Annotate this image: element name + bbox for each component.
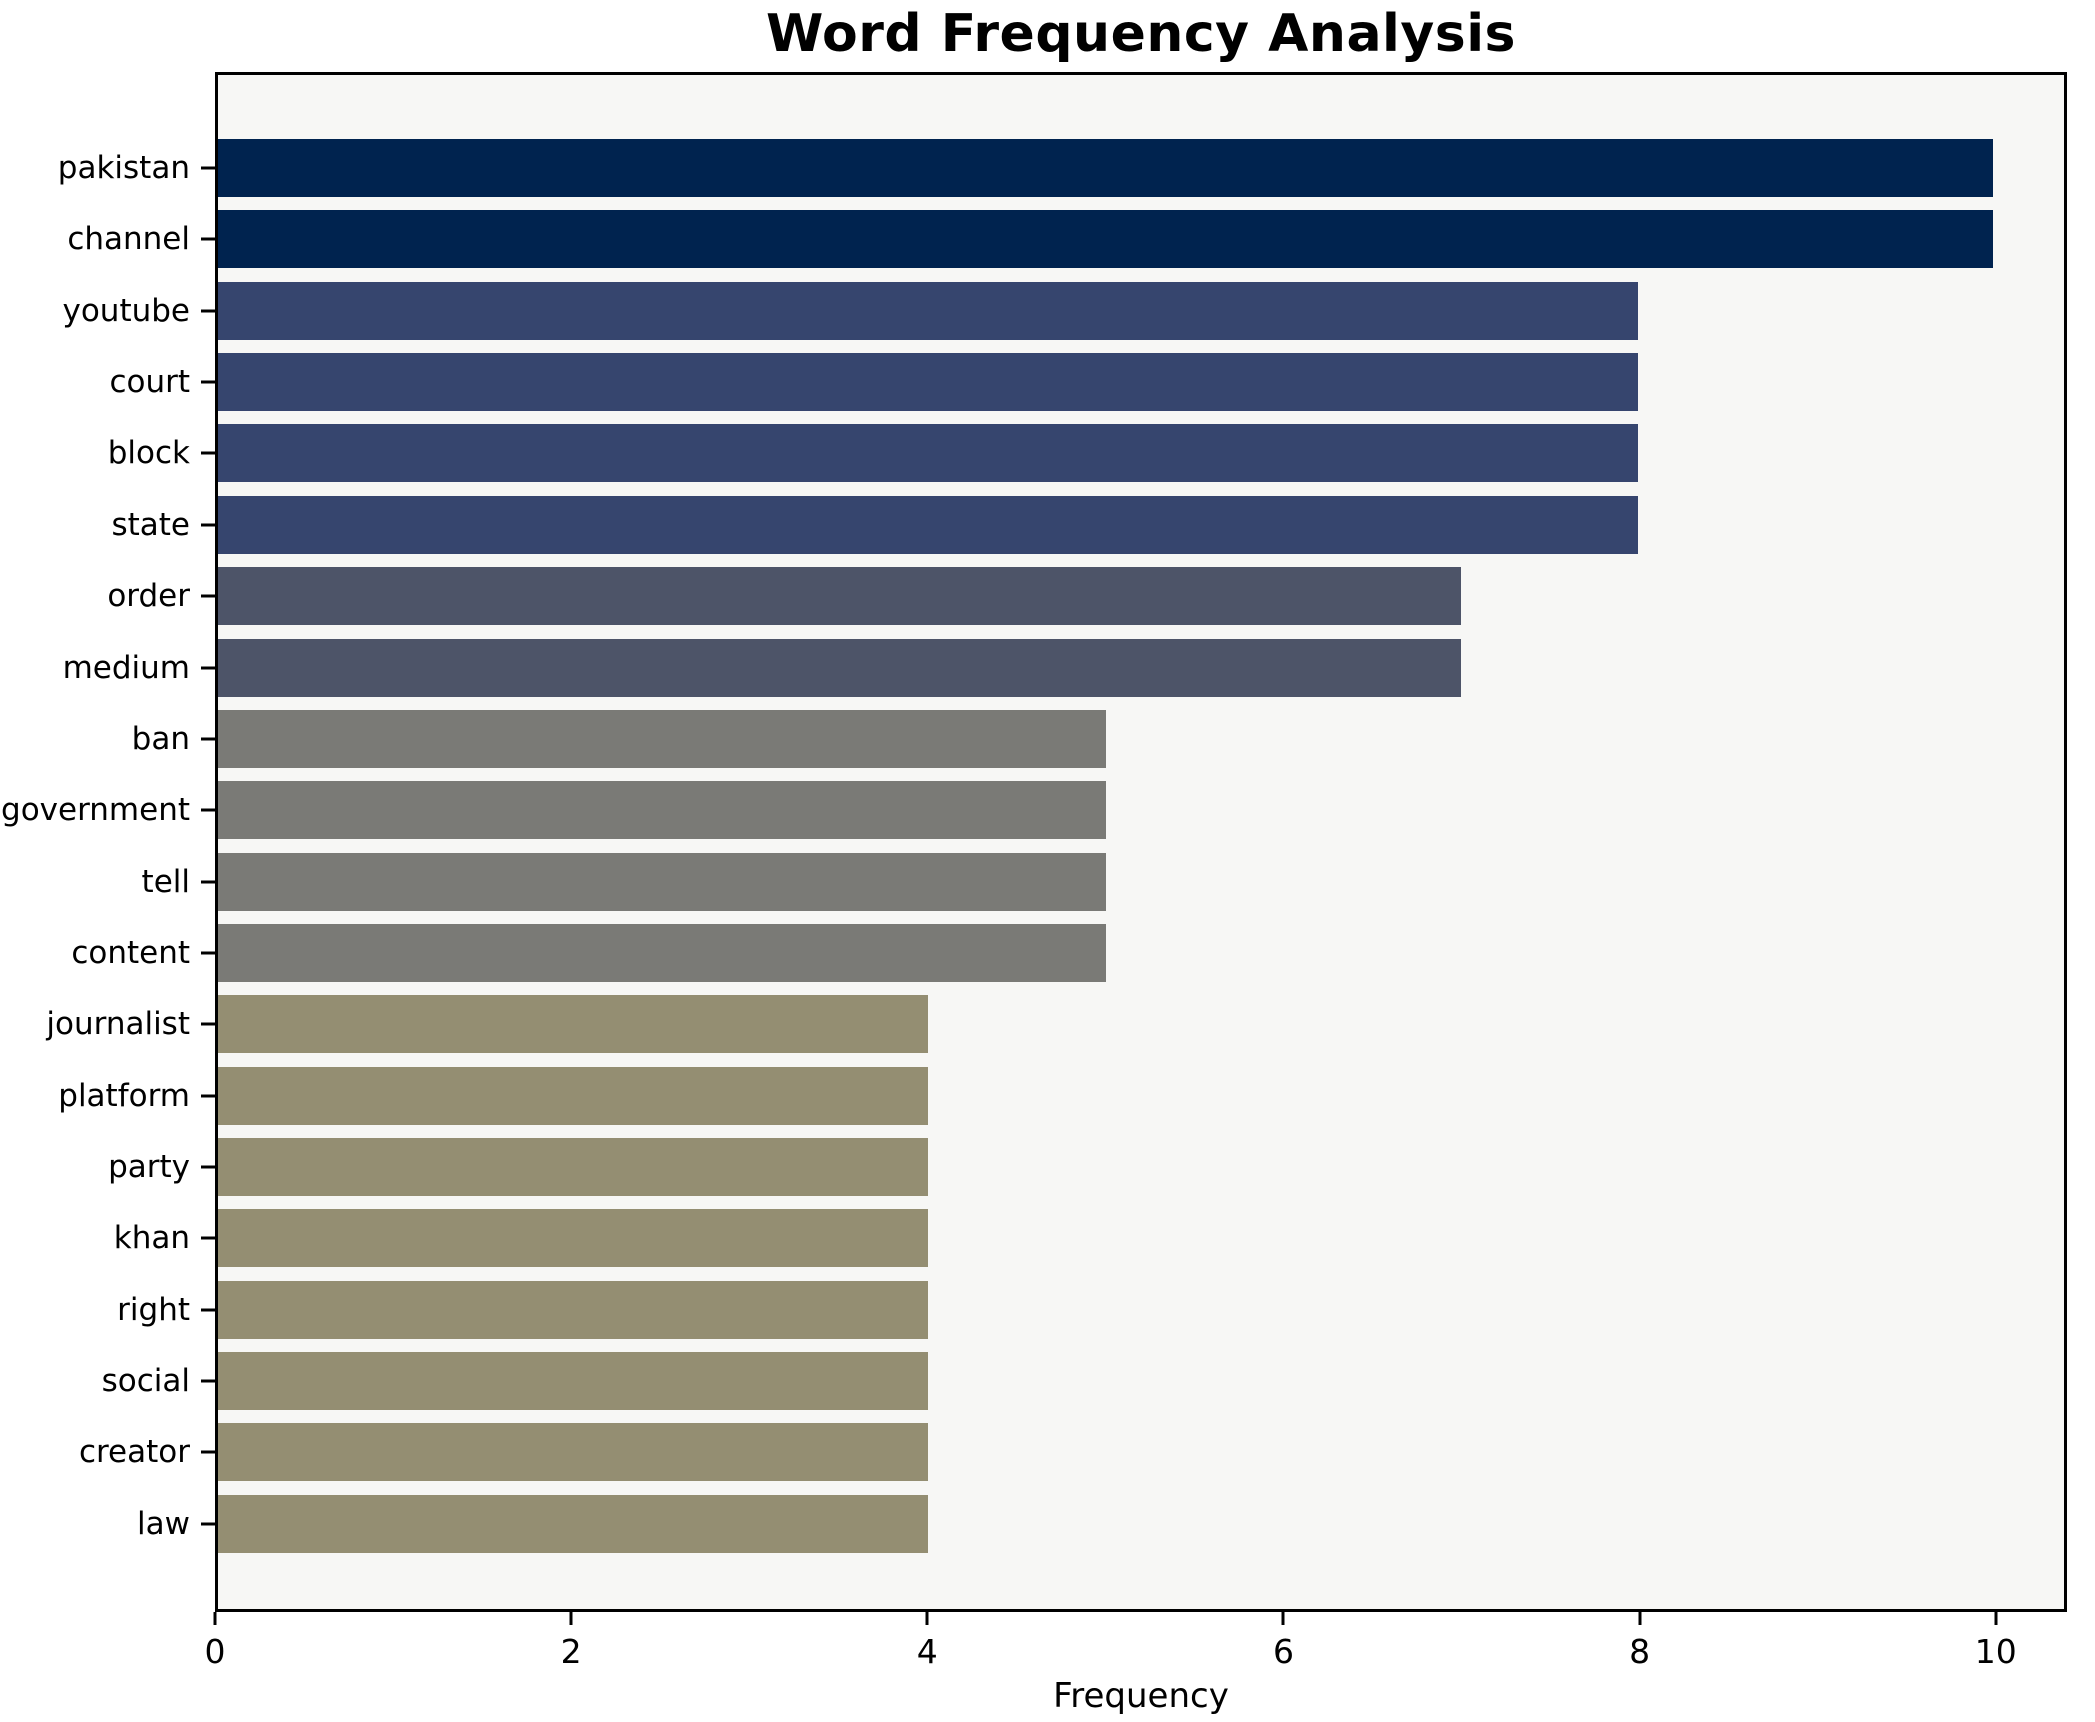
y-tick-label: ban	[131, 720, 190, 757]
y-tick-label: khan	[113, 1220, 190, 1257]
bar-row: state	[111, 495, 2064, 554]
y-tick-mark	[201, 1022, 215, 1026]
bar	[218, 139, 1993, 197]
bar-row: content	[71, 923, 2064, 982]
y-tick-mark	[201, 666, 215, 670]
y-tick-label: party	[108, 1149, 190, 1186]
bar-row: tell	[142, 852, 2064, 911]
bar	[218, 638, 1461, 697]
bar	[218, 1423, 928, 1482]
bar	[218, 1138, 928, 1197]
x-tick-mark	[1994, 1612, 1998, 1625]
y-tick-label: channel	[67, 221, 190, 258]
bar-row: ban	[132, 709, 2064, 768]
bar-row: social	[102, 1352, 2064, 1411]
x-tick-mark	[925, 1612, 929, 1625]
bar	[218, 495, 1638, 554]
bar-row: creator	[79, 1423, 2064, 1482]
y-tick-mark	[201, 1450, 215, 1454]
y-tick-label: order	[107, 578, 190, 615]
y-tick-label: government	[1, 792, 190, 829]
bar-row: platform	[58, 1066, 2064, 1125]
x-tick-label: 10	[1974, 1632, 2017, 1671]
bar	[218, 1280, 928, 1339]
bar-row: pakistan	[58, 139, 2064, 197]
bar	[218, 995, 928, 1054]
x-tick-mark	[1638, 1612, 1642, 1625]
bar	[218, 709, 1106, 768]
bar	[218, 1352, 928, 1411]
bar-row: order	[107, 567, 2064, 626]
y-tick-mark	[201, 1308, 215, 1312]
bar	[218, 567, 1461, 626]
bar	[218, 781, 1106, 840]
bar-row: youtube	[62, 281, 2064, 340]
y-tick-mark	[201, 1522, 215, 1526]
bar-row: law	[137, 1494, 2064, 1553]
y-tick-label: platform	[58, 1077, 190, 1114]
x-tick-mark	[213, 1612, 217, 1625]
y-tick-label: content	[71, 934, 190, 971]
y-tick-mark	[201, 309, 215, 313]
y-tick-label: medium	[62, 649, 190, 686]
y-tick-mark	[201, 737, 215, 741]
bar	[218, 852, 1106, 911]
y-tick-label: court	[109, 364, 190, 401]
y-tick-label: pakistan	[57, 150, 190, 186]
x-tick-mark	[1281, 1612, 1285, 1625]
y-tick-label: law	[137, 1505, 190, 1542]
bar	[218, 923, 1106, 982]
bar	[218, 1494, 928, 1553]
y-tick-mark	[201, 451, 215, 455]
bar-row: government	[1, 781, 2064, 840]
y-tick-label: social	[101, 1363, 190, 1400]
y-tick-label: journalist	[46, 1006, 190, 1043]
bar-row: journalist	[46, 995, 2064, 1054]
bar-row: party	[108, 1138, 2064, 1197]
bars-container: pakistan channel youtube court block state ord…	[1, 139, 2064, 1553]
y-tick-mark	[201, 951, 215, 955]
bar-row: block	[108, 424, 2064, 483]
y-tick-mark	[201, 1165, 215, 1169]
x-axis: 0 2 4 6 8 10	[205, 1612, 2067, 1722]
y-tick-label: right	[117, 1291, 190, 1328]
y-tick-mark	[201, 808, 215, 812]
y-tick-mark	[201, 166, 215, 170]
x-tick-label: 4	[916, 1632, 938, 1671]
y-tick-mark	[201, 237, 215, 241]
bar	[218, 353, 1638, 412]
bar	[218, 1209, 928, 1268]
bar	[218, 424, 1638, 483]
y-tick-label: block	[107, 435, 190, 472]
y-tick-mark	[201, 1379, 215, 1383]
x-tick-label: 0	[204, 1632, 226, 1671]
y-tick-mark	[201, 1236, 215, 1240]
x-tick-label: 8	[1629, 1632, 1651, 1671]
bar-row: right	[117, 1280, 2064, 1339]
y-tick-label: creator	[78, 1434, 190, 1471]
bar	[218, 210, 1993, 269]
x-tick-label: 6	[1272, 1632, 1294, 1671]
y-tick-label: state	[111, 506, 190, 543]
x-tick-mark	[569, 1612, 573, 1625]
bar	[218, 1066, 928, 1125]
y-tick-mark	[201, 1094, 215, 1098]
y-tick-mark	[201, 523, 215, 527]
y-tick-mark	[201, 594, 215, 598]
bar-row: medium	[63, 638, 2064, 697]
plot-area: pakistan channel youtube court block state ord…	[1, 72, 2067, 1612]
bar	[218, 281, 1638, 340]
x-tick-label: 2	[560, 1632, 582, 1671]
bar-row: khan	[114, 1209, 2064, 1268]
y-tick-mark	[201, 380, 215, 384]
y-tick-label: youtube	[62, 292, 190, 329]
x-axis-label: Frequency	[1053, 1676, 1229, 1716]
chart-title: Word Frequency Analysis	[766, 4, 1516, 64]
y-tick-mark	[201, 880, 215, 884]
y-tick-label: tell	[141, 863, 190, 900]
bar-row: channel	[67, 210, 2064, 269]
bar-row: court	[109, 353, 2064, 412]
